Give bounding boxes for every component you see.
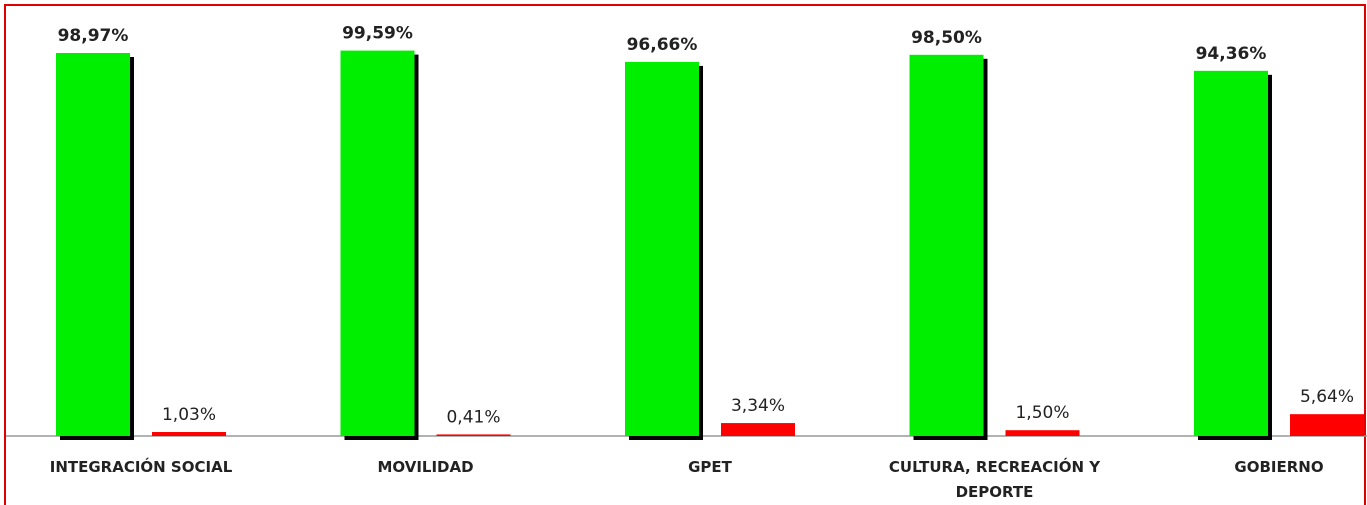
bar	[436, 434, 511, 436]
data-label: 5,64%	[1300, 387, 1354, 407]
data-label: 96,66%	[627, 35, 698, 55]
data-label: 0,41%	[446, 407, 500, 427]
x-tick-label: GPET	[688, 458, 732, 476]
data-label: 94,36%	[1196, 44, 1267, 64]
data-label: 1,50%	[1015, 403, 1069, 423]
data-label: 98,50%	[911, 28, 982, 48]
x-tick-label: INTEGRACIÓN SOCIAL	[49, 458, 233, 476]
bar	[1005, 430, 1080, 436]
bar	[1290, 414, 1364, 436]
x-tick-label: CULTURA, RECREACIÓN Y DEPORTE	[888, 458, 1101, 501]
data-label: 3,34%	[731, 396, 785, 416]
bar	[909, 54, 984, 437]
bar	[56, 52, 130, 437]
x-tick-label: GOBIERNO	[1234, 458, 1324, 476]
frame	[4, 4, 1366, 505]
x-tick-label: MOVILIDAD	[377, 458, 474, 476]
bar	[1194, 70, 1268, 437]
data-label: 99,59%	[342, 24, 413, 44]
bar	[721, 423, 795, 436]
bar	[152, 432, 226, 436]
bar	[625, 61, 699, 436]
data-label: 1,03%	[162, 405, 216, 425]
data-label: 98,97%	[58, 26, 129, 46]
bar	[340, 50, 415, 436]
